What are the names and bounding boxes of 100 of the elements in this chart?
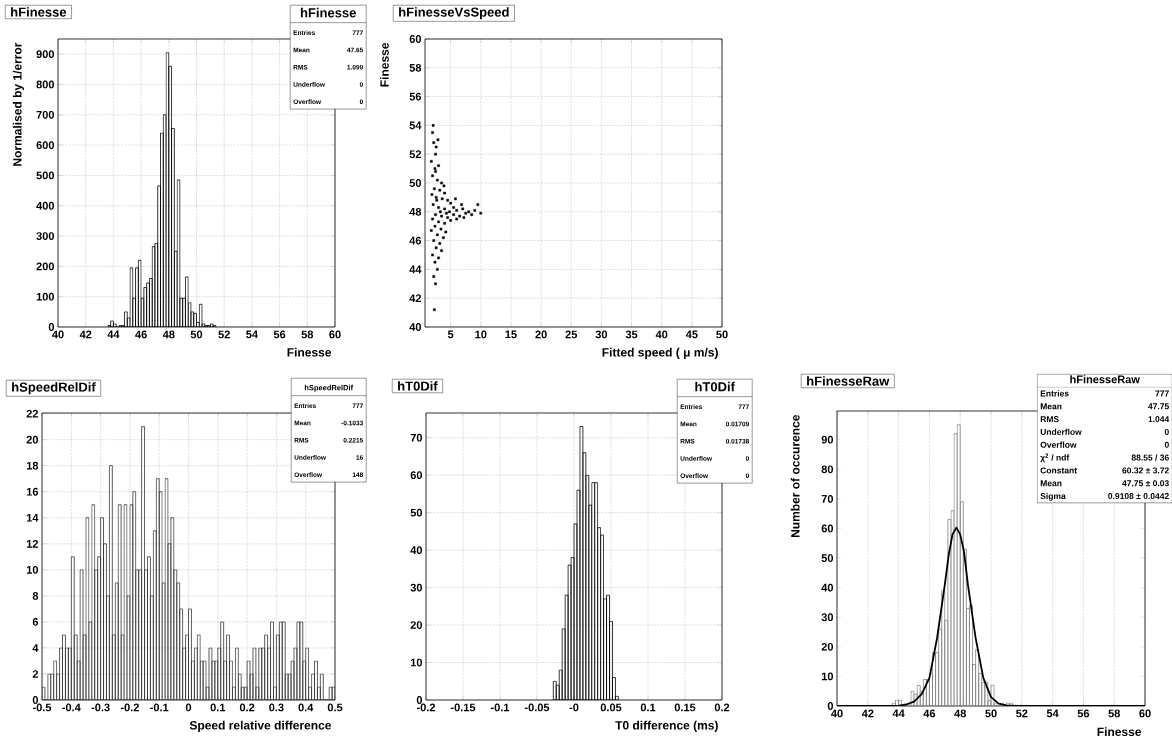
x-axis-title: Fitted speed ( μ m/s) xyxy=(602,347,718,359)
x-tick-label: 44 xyxy=(892,709,905,718)
text: Mean xyxy=(1040,403,1062,410)
y-tick-label: 900 xyxy=(36,50,55,59)
y-tick-label: 10 xyxy=(410,658,423,667)
y-tick-label: 50 xyxy=(821,554,834,562)
x-tick-label: 10 xyxy=(475,330,487,339)
x-tick-label: -0.1 xyxy=(150,703,169,712)
x-tick-label: 50 xyxy=(716,330,728,339)
x-tick-label: 42 xyxy=(79,330,92,339)
annotation: χ$^{2}$ / ndf xyxy=(1040,453,1070,463)
y-tick-label: 0 xyxy=(416,696,423,704)
y-tick-label: 10 xyxy=(821,672,834,681)
x-tick-label: 42 xyxy=(861,709,874,718)
x-tick-label: 60 xyxy=(1139,709,1151,718)
x-tick-label: 0.1 xyxy=(640,703,656,712)
text: hFinesseRaw xyxy=(1070,375,1140,384)
text: Entries xyxy=(1040,390,1069,397)
text: hFinesse xyxy=(300,7,356,18)
annotation: 60.32 ± 3.72 xyxy=(1122,467,1169,474)
y-tick-label: 100 xyxy=(36,292,55,301)
text: 1.044 xyxy=(1148,416,1170,423)
x-tick-label: -0.3 xyxy=(91,703,110,712)
chart-title: hFinesse xyxy=(11,7,67,17)
y-tick-label: 800 xyxy=(36,80,55,89)
x-tick-label: 52 xyxy=(218,330,230,339)
y-tick-label: 60 xyxy=(821,524,834,533)
x-tick-label: 48 xyxy=(162,330,175,339)
y-tick-label: 52 xyxy=(409,150,422,159)
y-tick-label: 20 xyxy=(410,621,423,629)
chart-title: hSpeedRelDif xyxy=(12,382,96,395)
x-tick-label: 50 xyxy=(985,709,997,718)
y-tick-label: 48 xyxy=(409,207,422,216)
y-tick-label: 700 xyxy=(36,110,55,119)
y-tick-label: 80 xyxy=(821,465,834,474)
x-tick-label: 25 xyxy=(565,330,578,339)
x-axis-title: Finesse xyxy=(287,347,332,357)
y-tick-label: 60 xyxy=(409,35,422,43)
y-tick-label: 6 xyxy=(32,618,39,626)
y-tick-label: 14 xyxy=(26,514,39,522)
x-tick-label: -0.5 xyxy=(32,703,52,712)
annotation: Mean xyxy=(1040,480,1062,487)
y-tick-label: 500 xyxy=(36,171,55,180)
x-tick-label: -0.05 xyxy=(524,703,550,712)
y-tick-label: 12 xyxy=(26,539,39,548)
x-tick-label: -0.15 xyxy=(450,703,476,712)
y-tick-label: 20 xyxy=(26,435,39,444)
chart-title: hFinesseRaw xyxy=(807,376,890,386)
x-tick-label: 52 xyxy=(1016,709,1028,718)
x-tick-label: 60 xyxy=(329,330,341,339)
x-tick-label: 30 xyxy=(595,330,608,339)
text: 0 xyxy=(1164,441,1169,448)
x-tick-label: 50 xyxy=(190,330,203,339)
y-tick-label: 54 xyxy=(409,121,422,130)
x-tick-label: 0.3 xyxy=(269,703,284,712)
y-tick-label: 200 xyxy=(36,262,55,271)
text: 0 xyxy=(1164,428,1169,435)
x-tick-label: 0.5 xyxy=(327,703,343,712)
annotation: Constant xyxy=(1040,467,1077,474)
x-tick-label: 0.2 xyxy=(714,703,730,712)
y-tick-label: 50 xyxy=(410,508,423,517)
x-tick-label: 48 xyxy=(954,709,966,718)
y-tick-label: 40 xyxy=(821,583,834,592)
y-tick-label: 8 xyxy=(32,591,39,600)
x-tick-label: 0.4 xyxy=(298,703,314,712)
y-tick-label: 20 xyxy=(821,642,834,651)
y-tick-label: 40 xyxy=(410,546,423,555)
y-tick-label: 46 xyxy=(409,236,422,245)
x-tick-label: 40 xyxy=(655,330,668,339)
chart-title: hT0Dif xyxy=(398,381,438,391)
x-tick-label: 45 xyxy=(685,330,698,339)
x-tick-label: 58 xyxy=(301,330,314,339)
y-tick-label: 60 xyxy=(410,471,423,480)
y-tick-label: 10 xyxy=(26,565,39,574)
y-tick-label: 0 xyxy=(32,696,39,704)
y-tick-label: 300 xyxy=(36,232,55,240)
x-tick-label: 40 xyxy=(52,330,64,339)
x-axis-title: Speed relative difference xyxy=(189,720,332,732)
x-tick-label: 54 xyxy=(1046,709,1059,718)
x-tick-label: 0.2 xyxy=(239,703,255,712)
text: 777 xyxy=(1155,390,1169,397)
x-tick-label: 20 xyxy=(535,330,547,339)
y-axis-title: Finesse xyxy=(380,42,389,87)
y-tick-label: 70 xyxy=(821,495,834,503)
x-tick-label: 56 xyxy=(273,330,286,339)
x-tick-label: -0.2 xyxy=(416,703,436,712)
x-tick-label: 0.15 xyxy=(674,703,696,712)
annotation: Overflow xyxy=(1040,441,1077,448)
x-tick-label: 5 xyxy=(447,330,454,339)
annotation: 0.9108 ± 0.0442 xyxy=(1108,493,1169,500)
annotation: Underflow xyxy=(1040,428,1082,435)
annotation: 47.75 ± 0.03 xyxy=(1122,480,1169,487)
y-tick-label: 56 xyxy=(409,92,422,101)
x-tick-label: 35 xyxy=(625,330,638,339)
x-tick-label: 46 xyxy=(135,330,147,339)
y-tick-label: 0 xyxy=(48,323,55,331)
y-tick-label: 400 xyxy=(36,201,55,210)
y-tick-label: 18 xyxy=(26,461,39,470)
x-tick-label: -0 xyxy=(569,703,579,712)
x-tick-label: -0.4 xyxy=(62,703,81,712)
